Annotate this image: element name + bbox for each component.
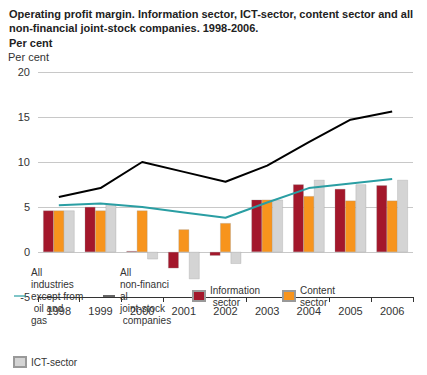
svg-text:Operating profit margin. Infor: Operating profit margin. Information sec… — [9, 8, 416, 20]
svg-text:All: All — [31, 267, 45, 278]
svg-text:15: 15 — [18, 111, 30, 123]
svg-text:2002: 2002 — [213, 304, 238, 317]
svg-text:1999: 1999 — [88, 305, 112, 317]
svg-text:non-financial joint-stock comp: non-financial joint-stock companies. 199… — [9, 22, 258, 34]
svg-text:al: al — [120, 291, 131, 302]
svg-text:2001: 2001 — [172, 305, 196, 317]
svg-text:ICT-sector: ICT-sector — [31, 357, 78, 368]
svg-text:companies: companies — [120, 315, 171, 326]
svg-text:oil and: oil and — [31, 303, 66, 314]
svg-text:2006: 2006 — [380, 305, 404, 317]
svg-text:Per cent: Per cent — [9, 37, 53, 49]
svg-text:industries: industries — [31, 279, 77, 290]
svg-text:Content: Content — [300, 285, 338, 296]
svg-text:10: 10 — [18, 156, 30, 168]
svg-text:sector: sector — [300, 297, 328, 308]
svg-text:5: 5 — [24, 201, 30, 213]
svg-text:20: 20 — [18, 66, 30, 78]
svg-text:except from: except from — [31, 291, 83, 302]
svg-text:-5: -5 — [20, 291, 30, 303]
svg-text:non-financi: non-financi — [120, 279, 169, 290]
svg-text:All: All — [120, 267, 134, 278]
svg-text:sector: sector — [210, 297, 241, 308]
svg-text:0: 0 — [24, 246, 30, 258]
svg-text:Information: Information — [210, 285, 260, 296]
svg-text:2003: 2003 — [255, 305, 279, 317]
svg-text:joint-stock: joint-stock — [119, 303, 166, 314]
svg-text:2004: 2004 — [296, 304, 322, 317]
svg-text:gas: gas — [31, 315, 47, 326]
svg-text:Per cent: Per cent — [8, 51, 49, 63]
svg-text:2005: 2005 — [338, 305, 362, 317]
